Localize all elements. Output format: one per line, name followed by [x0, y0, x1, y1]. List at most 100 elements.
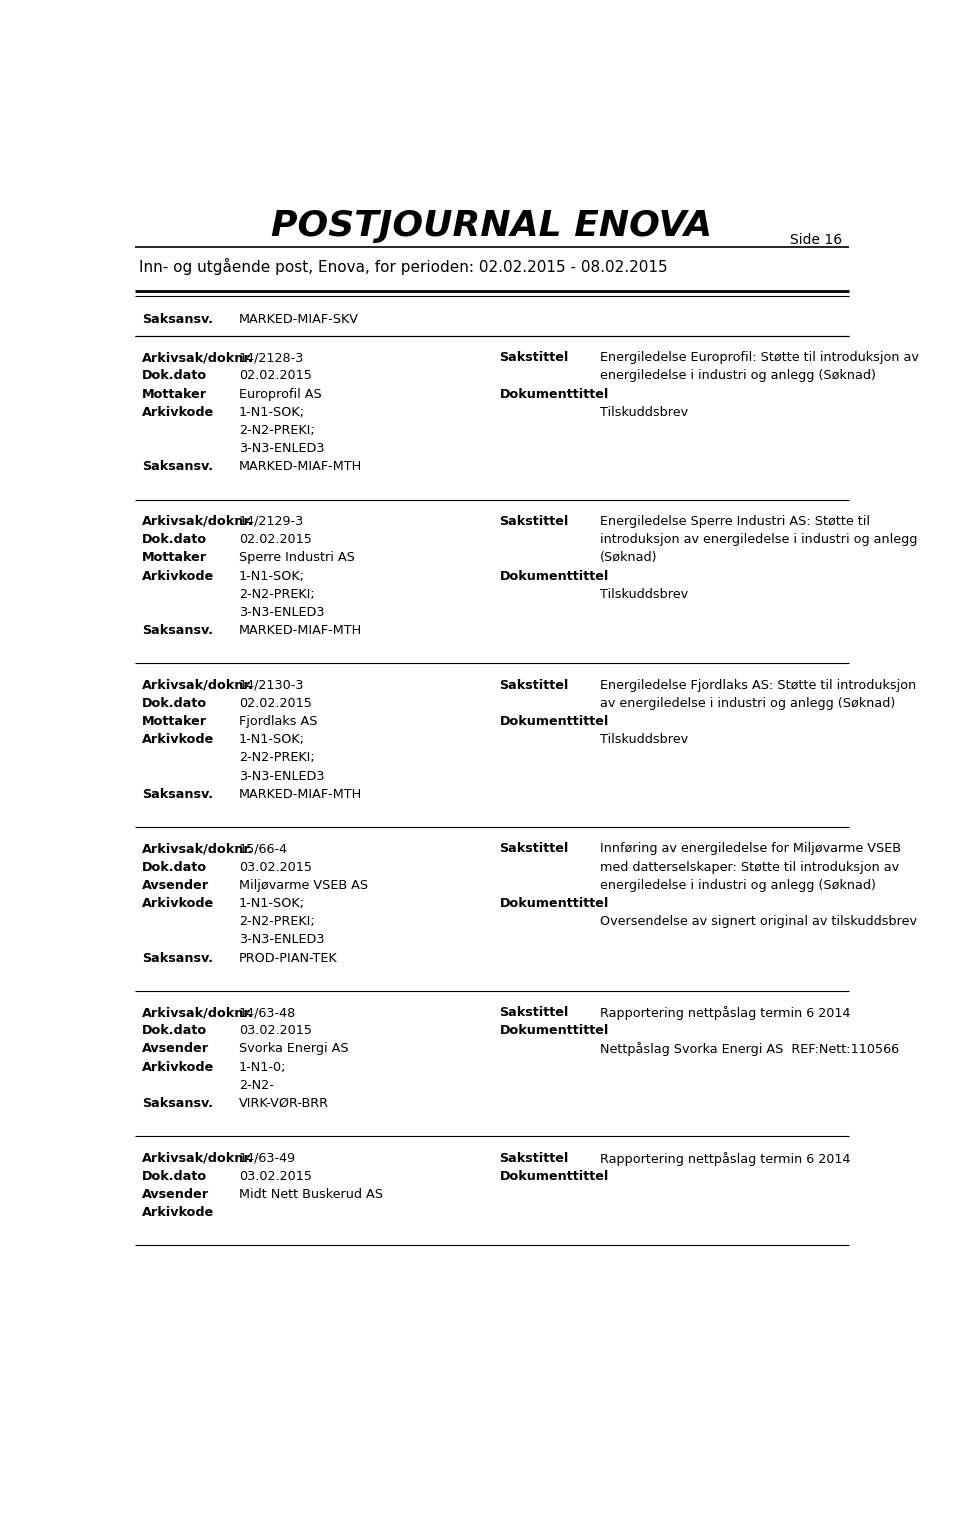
Text: Saksansv.: Saksansv. [142, 460, 213, 474]
Text: Dokumenttittel: Dokumenttittel [499, 570, 609, 582]
Text: 2-N2-PREKI;: 2-N2-PREKI; [239, 751, 315, 765]
Text: Arkivsak/doknr.: Arkivsak/doknr. [142, 1152, 254, 1164]
Text: VIRK-VØR-BRR: VIRK-VØR-BRR [239, 1097, 329, 1109]
Text: Sakstittel: Sakstittel [499, 1152, 569, 1164]
Text: Energiledelse Fjordlaks AS: Støtte til introduksjon: Energiledelse Fjordlaks AS: Støtte til i… [600, 678, 916, 692]
Text: MARKED-MIAF-MTH: MARKED-MIAF-MTH [239, 460, 362, 474]
Text: 2-N2-PREKI;: 2-N2-PREKI; [239, 914, 315, 928]
Text: Mottaker: Mottaker [142, 387, 207, 401]
Text: Dok.dato: Dok.dato [142, 1170, 207, 1183]
Text: Energiledelse Europrofil: Støtte til introduksjon av: Energiledelse Europrofil: Støtte til int… [600, 351, 919, 364]
Text: Dok.dato: Dok.dato [142, 696, 207, 710]
Text: Dokumenttittel: Dokumenttittel [499, 715, 609, 728]
Text: Dokumenttittel: Dokumenttittel [499, 898, 609, 910]
Text: 3-N3-ENLED3: 3-N3-ENLED3 [239, 770, 324, 783]
Text: Dokumenttittel: Dokumenttittel [499, 387, 609, 401]
Text: (Søknad): (Søknad) [600, 552, 658, 564]
Text: Dok.dato: Dok.dato [142, 861, 207, 873]
Text: Dokumenttittel: Dokumenttittel [499, 1170, 609, 1183]
Text: Rapportering nettpåslag termin 6 2014: Rapportering nettpåslag termin 6 2014 [600, 1152, 851, 1166]
Text: 14/2130-3: 14/2130-3 [239, 678, 304, 692]
Text: Dok.dato: Dok.dato [142, 1024, 207, 1038]
Text: Sakstittel: Sakstittel [499, 351, 569, 364]
Text: 1-N1-SOK;: 1-N1-SOK; [239, 570, 305, 582]
Text: Nettpåslag Svorka Energi AS  REF:Nett:110566: Nettpåslag Svorka Energi AS REF:Nett:110… [600, 1042, 899, 1056]
Text: Saksansv.: Saksansv. [142, 312, 213, 326]
Text: Sakstittel: Sakstittel [499, 515, 569, 527]
Text: Arkivsak/doknr.: Arkivsak/doknr. [142, 843, 254, 855]
Text: 2-N2-PREKI;: 2-N2-PREKI; [239, 588, 315, 600]
Text: 1-N1-0;: 1-N1-0; [239, 1061, 286, 1073]
Text: Tilskuddsbrev: Tilskuddsbrev [600, 405, 688, 419]
Text: Arkivsak/doknr.: Arkivsak/doknr. [142, 1006, 254, 1020]
Text: Tilskuddsbrev: Tilskuddsbrev [600, 733, 688, 747]
Text: med datterselskaper: Støtte til introduksjon av: med datterselskaper: Støtte til introduk… [600, 861, 899, 873]
Text: Sperre Industri AS: Sperre Industri AS [239, 552, 355, 564]
Text: 14/63-49: 14/63-49 [239, 1152, 297, 1164]
Text: MARKED-MIAF-MTH: MARKED-MIAF-MTH [239, 788, 362, 800]
Text: Dokumenttittel: Dokumenttittel [499, 1024, 609, 1038]
Text: Saksansv.: Saksansv. [142, 1097, 213, 1109]
Text: 14/2129-3: 14/2129-3 [239, 515, 304, 527]
Text: Tilskuddsbrev: Tilskuddsbrev [600, 588, 688, 600]
Text: Miljøvarme VSEB AS: Miljøvarme VSEB AS [239, 879, 369, 892]
Text: 02.02.2015: 02.02.2015 [239, 369, 312, 383]
Text: Mottaker: Mottaker [142, 715, 207, 728]
Text: 3-N3-ENLED3: 3-N3-ENLED3 [239, 442, 324, 456]
Text: MARKED-MIAF-MTH: MARKED-MIAF-MTH [239, 625, 362, 637]
Text: Sakstittel: Sakstittel [499, 843, 569, 855]
Text: Oversendelse av signert original av tilskuddsbrev: Oversendelse av signert original av tils… [600, 914, 917, 928]
Text: Arkivsak/doknr.: Arkivsak/doknr. [142, 351, 254, 364]
Text: introduksjon av energiledelse i industri og anlegg: introduksjon av energiledelse i industri… [600, 533, 917, 546]
Text: 3-N3-ENLED3: 3-N3-ENLED3 [239, 607, 324, 619]
Text: Dok.dato: Dok.dato [142, 533, 207, 546]
Text: 2-N2-PREKI;: 2-N2-PREKI; [239, 424, 315, 437]
Text: 02.02.2015: 02.02.2015 [239, 696, 312, 710]
Text: Saksansv.: Saksansv. [142, 788, 213, 800]
Text: Inn- og utgående post, Enova, for perioden: 02.02.2015 - 08.02.2015: Inn- og utgående post, Enova, for period… [138, 258, 667, 274]
Text: Arkivkode: Arkivkode [142, 898, 215, 910]
Text: Avsender: Avsender [142, 879, 209, 892]
Text: energiledelse i industri og anlegg (Søknad): energiledelse i industri og anlegg (Søkn… [600, 369, 876, 383]
Text: Arkivkode: Arkivkode [142, 570, 215, 582]
Text: Energiledelse Sperre Industri AS: Støtte til: Energiledelse Sperre Industri AS: Støtte… [600, 515, 870, 527]
Text: Saksansv.: Saksansv. [142, 951, 213, 965]
Text: Arkivkode: Arkivkode [142, 1205, 215, 1219]
Text: 03.02.2015: 03.02.2015 [239, 861, 312, 873]
Text: PROD-PIAN-TEK: PROD-PIAN-TEK [239, 951, 338, 965]
Text: Fjordlaks AS: Fjordlaks AS [239, 715, 318, 728]
Text: MARKED-MIAF-SKV: MARKED-MIAF-SKV [239, 312, 359, 326]
Text: Svorka Energi AS: Svorka Energi AS [239, 1042, 348, 1056]
Text: Arkivkode: Arkivkode [142, 733, 215, 747]
Text: Europrofil AS: Europrofil AS [239, 387, 322, 401]
Text: 03.02.2015: 03.02.2015 [239, 1024, 312, 1038]
Text: Saksansv.: Saksansv. [142, 625, 213, 637]
Text: Sakstittel: Sakstittel [499, 678, 569, 692]
Text: Midt Nett Buskerud AS: Midt Nett Buskerud AS [239, 1189, 383, 1201]
Text: 1-N1-SOK;: 1-N1-SOK; [239, 898, 305, 910]
Text: 03.02.2015: 03.02.2015 [239, 1170, 312, 1183]
Text: Dok.dato: Dok.dato [142, 369, 207, 383]
Text: POSTJOURNAL ENOVA: POSTJOURNAL ENOVA [272, 209, 712, 242]
Text: 1-N1-SOK;: 1-N1-SOK; [239, 405, 305, 419]
Text: av energiledelse i industri og anlegg (Søknad): av energiledelse i industri og anlegg (S… [600, 696, 895, 710]
Text: 1-N1-SOK;: 1-N1-SOK; [239, 733, 305, 747]
Text: 14/63-48: 14/63-48 [239, 1006, 297, 1020]
Text: Avsender: Avsender [142, 1042, 209, 1056]
Text: Rapportering nettpåslag termin 6 2014: Rapportering nettpåslag termin 6 2014 [600, 1006, 851, 1020]
Text: Mottaker: Mottaker [142, 552, 207, 564]
Text: energiledelse i industri og anlegg (Søknad): energiledelse i industri og anlegg (Søkn… [600, 879, 876, 892]
Text: Arkivkode: Arkivkode [142, 1061, 215, 1073]
Text: Arkivsak/doknr.: Arkivsak/doknr. [142, 678, 254, 692]
Text: Arkivkode: Arkivkode [142, 405, 215, 419]
Text: Sakstittel: Sakstittel [499, 1006, 569, 1020]
Text: 02.02.2015: 02.02.2015 [239, 533, 312, 546]
Text: 2-N2-: 2-N2- [239, 1079, 274, 1091]
Text: 14/2128-3: 14/2128-3 [239, 351, 304, 364]
Text: 3-N3-ENLED3: 3-N3-ENLED3 [239, 933, 324, 946]
Text: Side 16: Side 16 [789, 233, 842, 247]
Text: Arkivsak/doknr.: Arkivsak/doknr. [142, 515, 254, 527]
Text: 15/66-4: 15/66-4 [239, 843, 288, 855]
Text: Innføring av energiledelse for Miljøvarme VSEB: Innføring av energiledelse for Miljøvarm… [600, 843, 900, 855]
Text: Avsender: Avsender [142, 1189, 209, 1201]
